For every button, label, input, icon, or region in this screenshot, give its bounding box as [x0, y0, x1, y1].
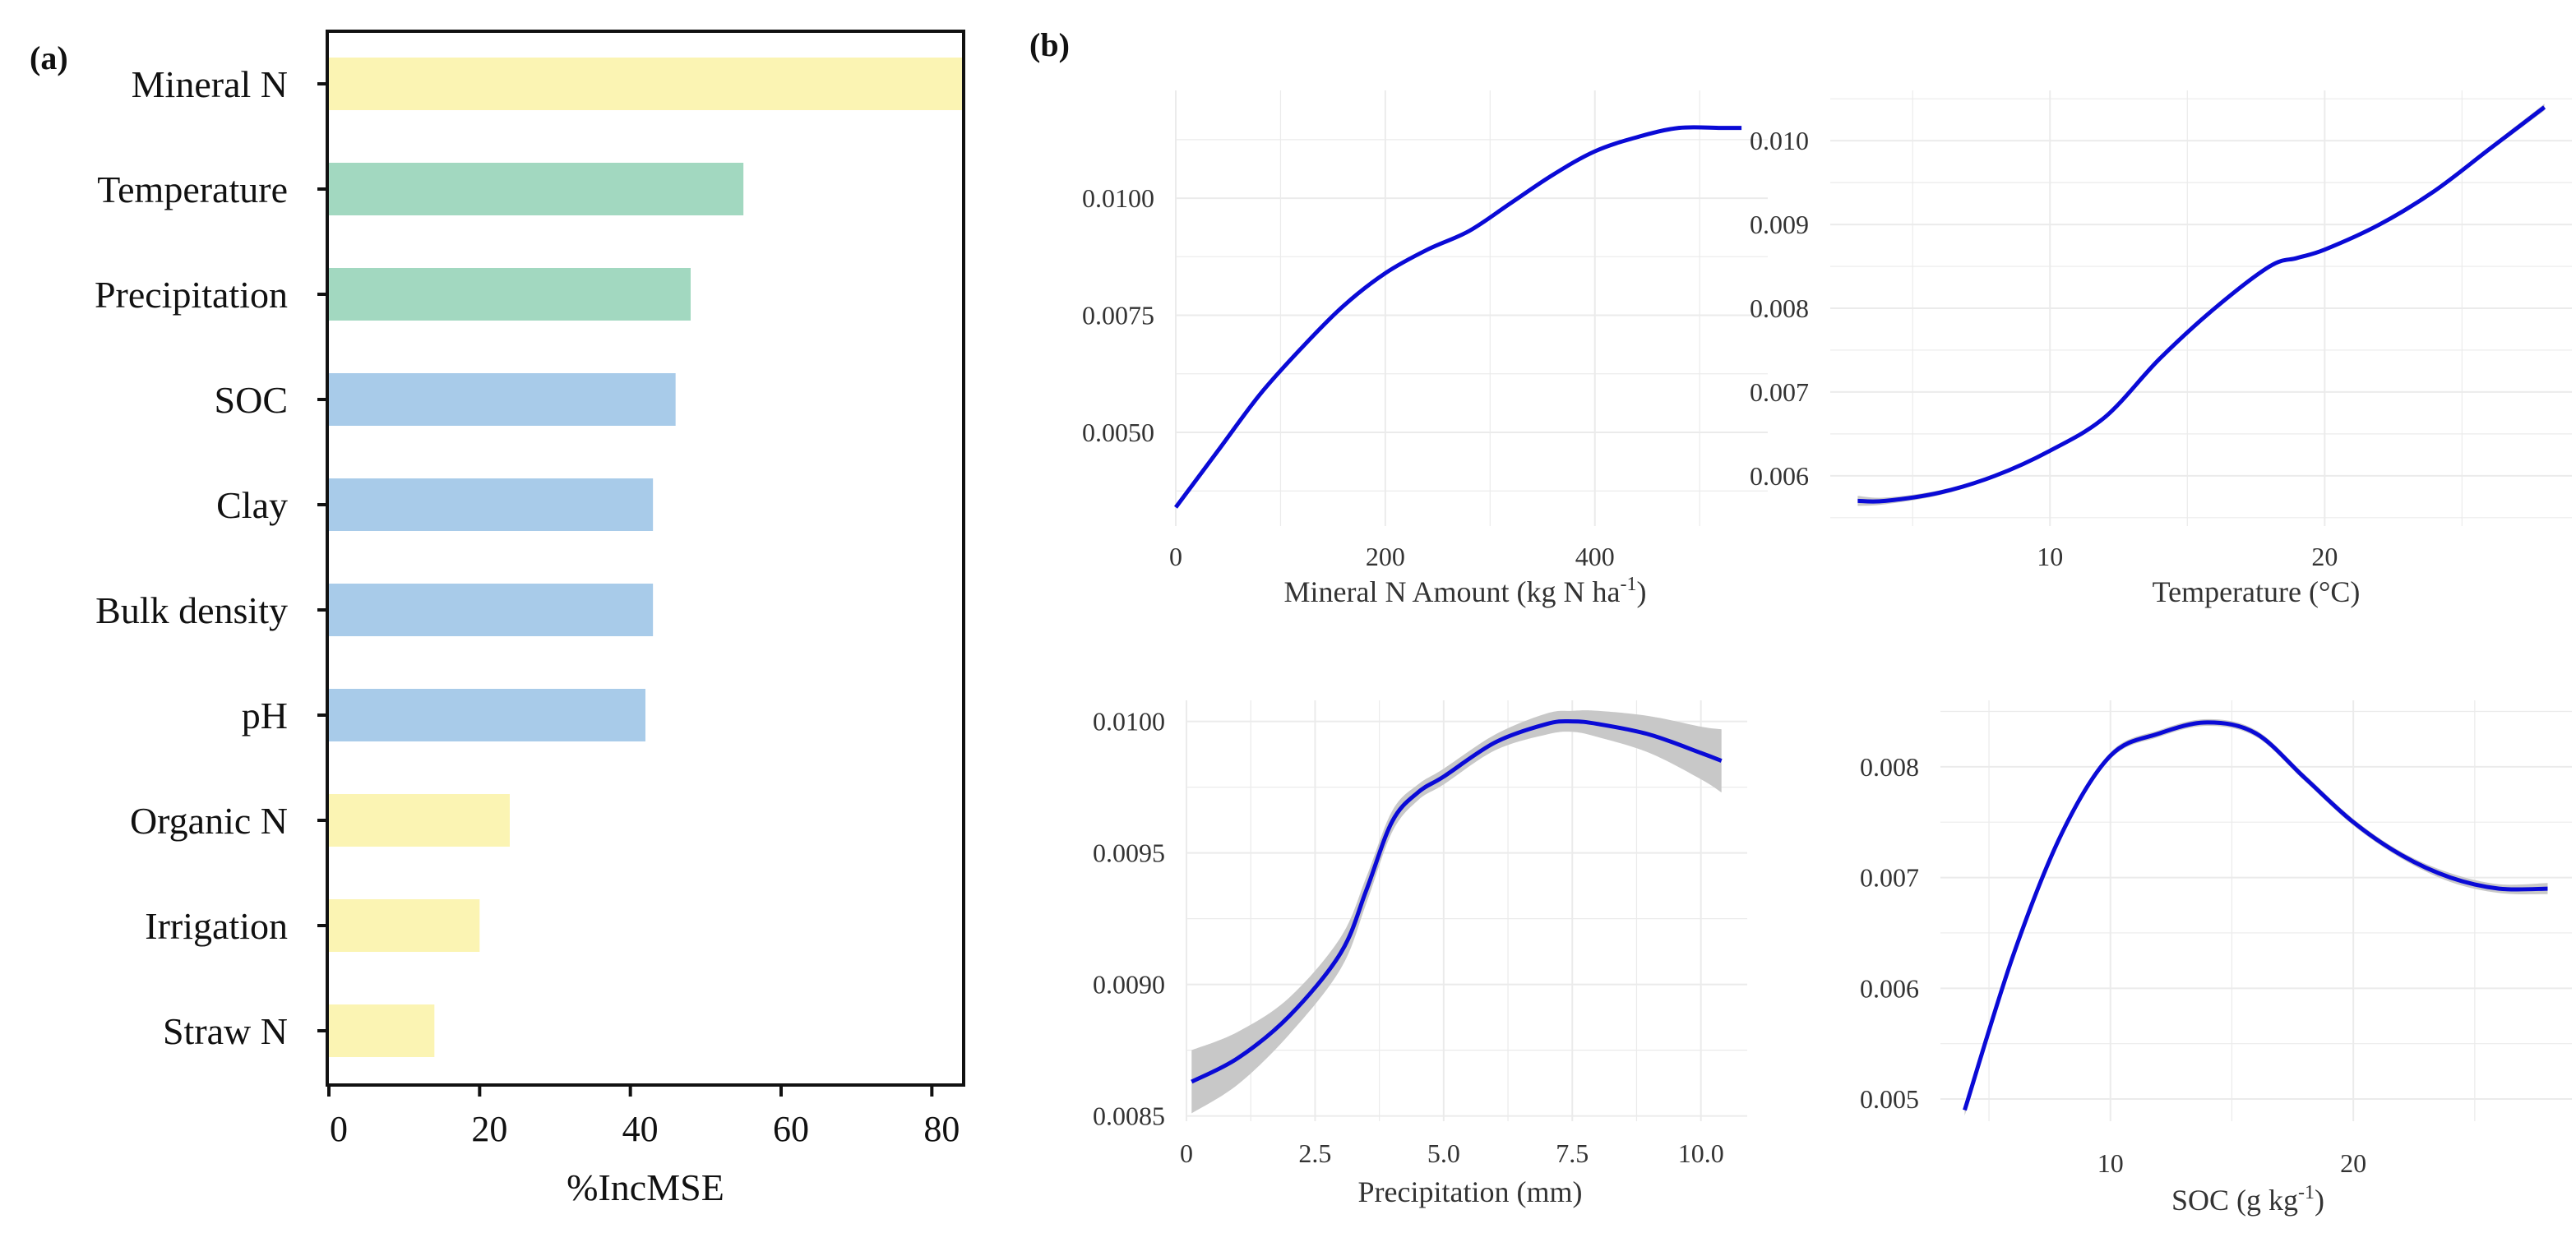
- temperature-x-axis-title: Temperature (°C): [2153, 575, 2361, 608]
- soc-x-axis-title: SOC (g kg-1): [2171, 1182, 2324, 1217]
- temperature-y-tick-label: 0.007: [1750, 377, 1809, 407]
- mineral-n-y-tick-label: 0.0050: [1082, 418, 1154, 447]
- bar-x-ticks: 0 20 40 60 80: [327, 1085, 960, 1149]
- mineral-n-curve: [1173, 125, 1742, 509]
- category-label-soc: SOC: [215, 379, 288, 421]
- x-tick-label: 80: [923, 1109, 960, 1149]
- precipitation-x-tick-label: 0: [1180, 1138, 1193, 1168]
- mineral-n-gridlines: [1175, 90, 1768, 526]
- mineral-n-y-tick-label: 0.0075: [1082, 301, 1154, 330]
- precipitation-y-tick-label: 0.0085: [1093, 1101, 1165, 1131]
- precipitation-x-tick-label: 2.5: [1298, 1138, 1331, 1168]
- precipitation-confidence-band: [1191, 710, 1722, 1114]
- importance-bar-chart: (a) Mineral N Temperature Precipitation SOC…: [30, 30, 965, 1208]
- mineral-n-x-title-main: Mineral N Amount (kg N ha: [1284, 575, 1621, 608]
- bar-precipitation: [329, 268, 691, 321]
- mineral-n-x-tick-label: 400: [1575, 542, 1615, 571]
- soc-gridlines: [1940, 700, 2572, 1121]
- category-label-clay: Clay: [216, 484, 288, 526]
- x-tick-label: 40: [622, 1109, 659, 1149]
- soc-y-tick-label: 0.008: [1860, 752, 1919, 782]
- precipitation-y-tick-label: 0.0100: [1093, 707, 1165, 737]
- category-label-precipitation: Precipitation: [95, 274, 288, 316]
- x-tick-label: 60: [773, 1109, 809, 1149]
- mineral-n-plot: 0 200 400 0.0050 0.0075 0.0100 Mineral N Amou…: [1082, 90, 1768, 608]
- soc-tick-labels: 10 20 0.005 0.006 0.007 0.008: [1860, 752, 2366, 1178]
- precipitation-y-tick-label: 0.0090: [1093, 970, 1165, 1000]
- temperature-confidence-band: [1857, 104, 2545, 506]
- soc-x-title-sup: -1: [2298, 1182, 2315, 1203]
- mineral-n-x-tick-label: 200: [1366, 542, 1405, 571]
- category-labels: Mineral N Temperature Precipitation SOC Clay…: [95, 63, 329, 1052]
- soc-curve: [1963, 720, 2548, 1111]
- precipitation-x-tick-label: 10.0: [1678, 1138, 1724, 1168]
- bar-temperature: [329, 163, 744, 215]
- soc-y-tick-label: 0.005: [1860, 1084, 1919, 1114]
- precipitation-curve: [1191, 718, 1723, 1084]
- bars: [329, 58, 962, 1057]
- temperature-gridlines: [1830, 90, 2572, 526]
- panel-b-label: (b): [1029, 26, 1070, 63]
- temperature-plot: 10 20 0.006 0.007 0.008 0.009 0.010 Temperatur…: [1750, 90, 2572, 608]
- precipitation-plot: 0 2.5 5.0 7.5 10.0 0.0085 0.0090 0.0095 0.0100 P…: [1093, 700, 1747, 1208]
- bar-mineral-n: [329, 58, 962, 110]
- temperature-y-tick-label: 0.009: [1750, 210, 1809, 239]
- category-label-bulk-density: Bulk density: [95, 589, 288, 631]
- category-label-mineral-n: Mineral N: [132, 63, 288, 105]
- soc-x-tick-label: 10: [2097, 1148, 2124, 1178]
- mineral-n-x-tick-label: 0: [1169, 542, 1182, 571]
- temperature-x-tick-label: 10: [2037, 542, 2063, 571]
- soc-x-title-end: ): [2315, 1184, 2324, 1217]
- soc-confidence-band: [1964, 718, 2548, 1116]
- precipitation-y-tick-label: 0.0095: [1093, 838, 1165, 868]
- mineral-n-tick-labels: 0 200 400 0.0050 0.0075 0.0100: [1082, 183, 1615, 571]
- soc-plot: 10 20 0.005 0.006 0.007 0.008 SOC (g kg-1): [1860, 700, 2572, 1217]
- bar-clay: [329, 478, 654, 531]
- mineral-n-x-title-sup: -1: [1620, 574, 1636, 595]
- bar-straw-n: [329, 1004, 435, 1057]
- precipitation-x-tick-label: 5.0: [1427, 1138, 1460, 1168]
- temperature-y-tick-label: 0.006: [1750, 461, 1809, 491]
- bar-bulk-density: [329, 584, 654, 636]
- bar-soc: [329, 373, 676, 426]
- temperature-x-tick-label: 20: [2311, 542, 2338, 571]
- temperature-y-tick-label: 0.008: [1750, 293, 1809, 323]
- x-tick-label: 20: [471, 1109, 507, 1149]
- precipitation-x-axis-title: Precipitation (mm): [1358, 1175, 1583, 1208]
- bar-ph: [329, 689, 645, 741]
- temperature-tick-labels: 10 20 0.006 0.007 0.008 0.009 0.010: [1750, 126, 2338, 571]
- soc-y-tick-label: 0.006: [1860, 973, 1919, 1003]
- category-label-irrigation: Irrigation: [145, 905, 288, 947]
- category-label-ph: pH: [242, 695, 288, 737]
- mineral-n-x-title-end: ): [1636, 575, 1646, 608]
- soc-y-tick-label: 0.007: [1860, 863, 1919, 893]
- soc-x-title-main: SOC (g kg: [2171, 1184, 2298, 1217]
- soc-x-tick-label: 20: [2340, 1148, 2366, 1178]
- mineral-n-confidence-band: [1176, 127, 1742, 508]
- precipitation-x-tick-label: 7.5: [1556, 1138, 1589, 1168]
- x-tick-label: 0: [330, 1109, 348, 1149]
- category-label-temperature: Temperature: [97, 169, 288, 210]
- category-label-organic-n: Organic N: [130, 800, 288, 842]
- category-label-straw-n: Straw N: [163, 1010, 288, 1052]
- temperature-y-tick-label: 0.010: [1750, 126, 1809, 155]
- temperature-curve: [1857, 105, 2546, 504]
- mineral-n-y-tick-label: 0.0100: [1082, 183, 1154, 213]
- precipitation-tick-labels: 0 2.5 5.0 7.5 10.0 0.0085 0.0090 0.0095 0.0100: [1093, 707, 1724, 1168]
- panel-a-label: (a): [30, 39, 68, 76]
- bar-chart-frame: [326, 30, 965, 1087]
- bar-irrigation: [329, 899, 480, 952]
- bar-x-axis-title: %IncMSE: [567, 1166, 724, 1208]
- mineral-n-x-axis-title: Mineral N Amount (kg N ha-1): [1284, 574, 1647, 608]
- bar-organic-n: [329, 794, 510, 847]
